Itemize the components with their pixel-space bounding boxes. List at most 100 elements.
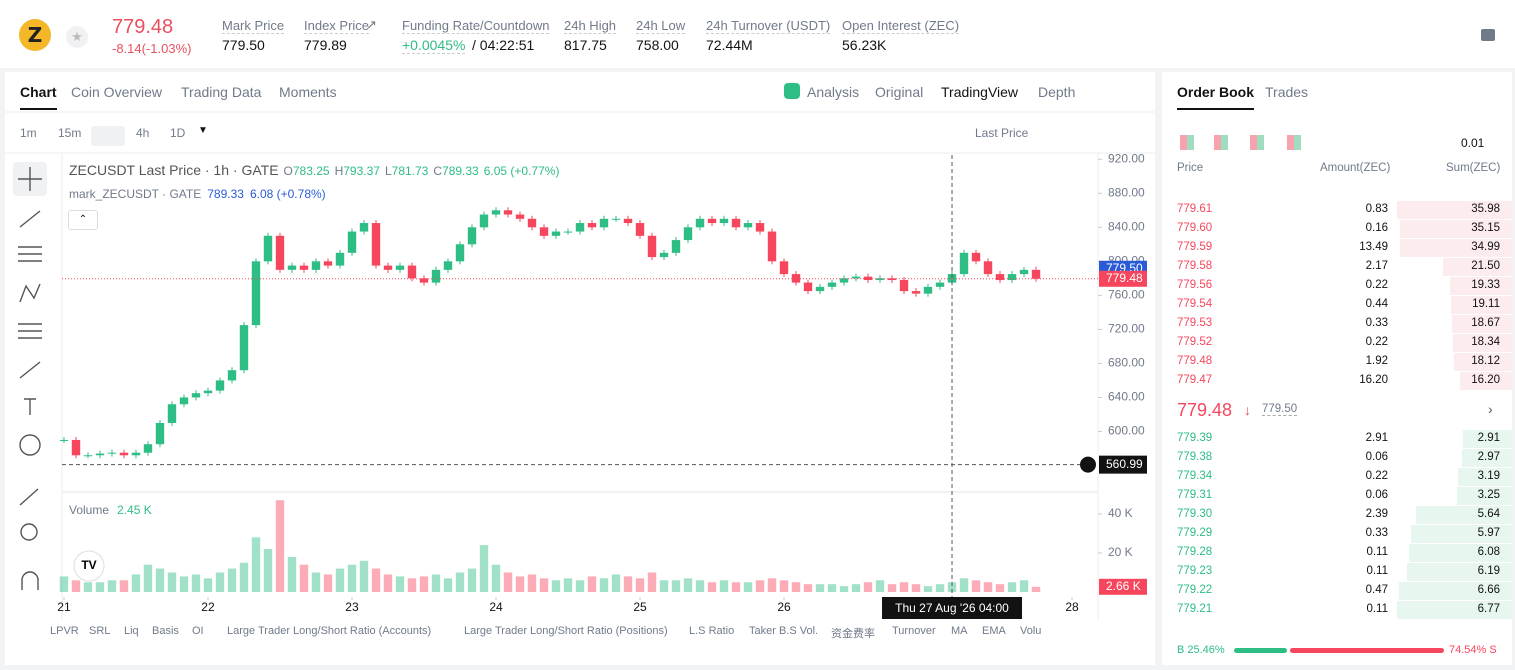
chart-tab[interactable]: Moments — [279, 84, 337, 100]
stat-label: Open Interest (ZEC) — [842, 18, 960, 34]
candle-body — [299, 265, 309, 270]
stat-value: 72.44M — [706, 37, 753, 53]
indicator-tab[interactable]: LPVR — [50, 625, 79, 637]
depth-bar — [1408, 544, 1512, 562]
indicator-tab[interactable]: Large Trader Long/Short Ratio (Accounts) — [227, 625, 432, 637]
last-price-label: 779.48 — [1106, 271, 1143, 285]
volume-bar — [731, 582, 741, 592]
candle-body — [359, 223, 369, 232]
ob-price: 779.47 — [1177, 374, 1213, 386]
indicator-tab[interactable]: MA — [951, 625, 968, 637]
view-tab[interactable]: Original — [875, 84, 924, 100]
ob-amount: 0.16 — [1365, 222, 1388, 234]
depth-bar — [1398, 582, 1512, 600]
view-tab[interactable]: TradingView — [941, 84, 1019, 100]
price-source[interactable]: Last Price — [975, 126, 1029, 140]
ohlc: C789.33 — [433, 164, 478, 178]
indicator-tab[interactable]: EMA — [982, 625, 1006, 637]
ob-sum: 6.77 — [1477, 603, 1500, 615]
indicator-tab[interactable]: Basis — [152, 625, 179, 637]
y-tick-label: 840.00 — [1108, 219, 1145, 233]
ob-view[interactable] — [1287, 135, 1301, 150]
volume-bar — [347, 564, 357, 592]
legend-text: 783.25 — [292, 164, 330, 178]
ob-expand[interactable]: › — [1488, 401, 1493, 417]
volume-bar — [143, 564, 153, 592]
stat-value: 817.75 — [564, 37, 607, 53]
indicator-tab[interactable]: Turnover — [892, 625, 936, 637]
stat-value: 758.00 — [636, 37, 679, 53]
y-tick-label: 720.00 — [1108, 322, 1145, 336]
ob-view[interactable] — [1180, 135, 1194, 150]
precision[interactable]: 0.01 — [1461, 136, 1485, 150]
legend-text: 781.73 — [391, 164, 429, 178]
interval[interactable]: 4h — [136, 126, 150, 140]
candle-body — [239, 325, 249, 371]
drawing-tools[interactable] — [18, 167, 42, 590]
link-icon: ↗ — [366, 17, 377, 32]
interval[interactable]: 1D — [170, 126, 186, 140]
view-tab[interactable]: Analysis — [807, 84, 860, 100]
indicator-tab[interactable]: Liq — [124, 625, 139, 637]
ob-sum: 35.15 — [1471, 222, 1500, 234]
chart-tab[interactable]: Trading Data — [181, 84, 262, 100]
indicator-tab[interactable]: SRL — [89, 625, 111, 637]
depth-bar — [1453, 334, 1512, 352]
volume-bar — [311, 572, 321, 592]
ob-amount: 2.91 — [1365, 432, 1388, 444]
indicator-tab[interactable]: Volu — [1020, 625, 1042, 637]
depth-bar — [1450, 296, 1512, 314]
stat-label: 24h High — [564, 18, 617, 34]
volume-bar — [671, 580, 681, 592]
legend-text: L — [384, 164, 392, 178]
favorite[interactable]: ★ — [66, 26, 88, 48]
candle-body — [1019, 269, 1029, 275]
candle-body — [323, 261, 333, 266]
collapse[interactable]: ⌃ — [68, 210, 98, 230]
candle-body — [791, 274, 801, 283]
indicator-tab[interactable]: 资金费率 — [831, 628, 875, 640]
ob-view[interactable] — [1214, 135, 1228, 150]
stat-label: Index Price — [304, 18, 370, 34]
candle-body — [491, 210, 501, 215]
buy-bar — [1234, 648, 1288, 653]
candle-body — [803, 282, 813, 292]
candle-body — [275, 235, 285, 270]
interval[interactable]: 15m — [58, 126, 82, 140]
chart-tab[interactable]: Chart — [20, 84, 57, 110]
candle-body — [623, 218, 633, 224]
volume-bar — [947, 582, 957, 592]
ob-sum: 18.67 — [1471, 317, 1500, 329]
indicator-tab[interactable]: L.S Ratio — [689, 625, 735, 637]
volume-bar — [623, 576, 633, 592]
ohlc: O783.25 — [284, 164, 330, 178]
candle-body — [503, 210, 513, 215]
legend-text: 793.37 — [343, 164, 380, 178]
candle-body — [95, 453, 105, 456]
view-tab[interactable]: Depth — [1038, 84, 1076, 100]
indicator-tab[interactable]: Large Trader Long/Short Ratio (Positions… — [464, 625, 668, 637]
candle-body — [155, 422, 165, 445]
menu-icon[interactable] — [1481, 29, 1495, 41]
ob-amount: 0.22 — [1365, 336, 1388, 348]
interval[interactable]: 1m — [20, 126, 37, 140]
indicator-tab[interactable]: Taker B.S Vol. — [749, 625, 819, 637]
ob-view[interactable] — [1250, 135, 1264, 150]
candle-body — [923, 286, 933, 294]
volume-bar — [647, 572, 657, 592]
ob-tab[interactable]: Trades — [1265, 84, 1309, 100]
x-tick-label: 25 — [633, 600, 647, 614]
indicator-tab[interactable]: OI — [192, 625, 204, 637]
volume-bar — [323, 574, 333, 592]
ohlc: H793.37 — [335, 164, 380, 178]
ob-col: Amount(ZEC) — [1320, 162, 1391, 174]
candle-body — [287, 265, 297, 270]
volume-bar — [1031, 586, 1041, 592]
ob-tab[interactable]: Order Book — [1177, 84, 1255, 110]
legend-text: 789.33 — [442, 164, 479, 178]
ob-sum: 16.20 — [1471, 374, 1500, 386]
depth-bar — [1400, 239, 1512, 257]
stat-extra: / 04:22:51 — [472, 37, 535, 53]
y-tick-label: 600.00 — [1108, 424, 1145, 438]
chart-tab[interactable]: Coin Overview — [71, 84, 163, 100]
